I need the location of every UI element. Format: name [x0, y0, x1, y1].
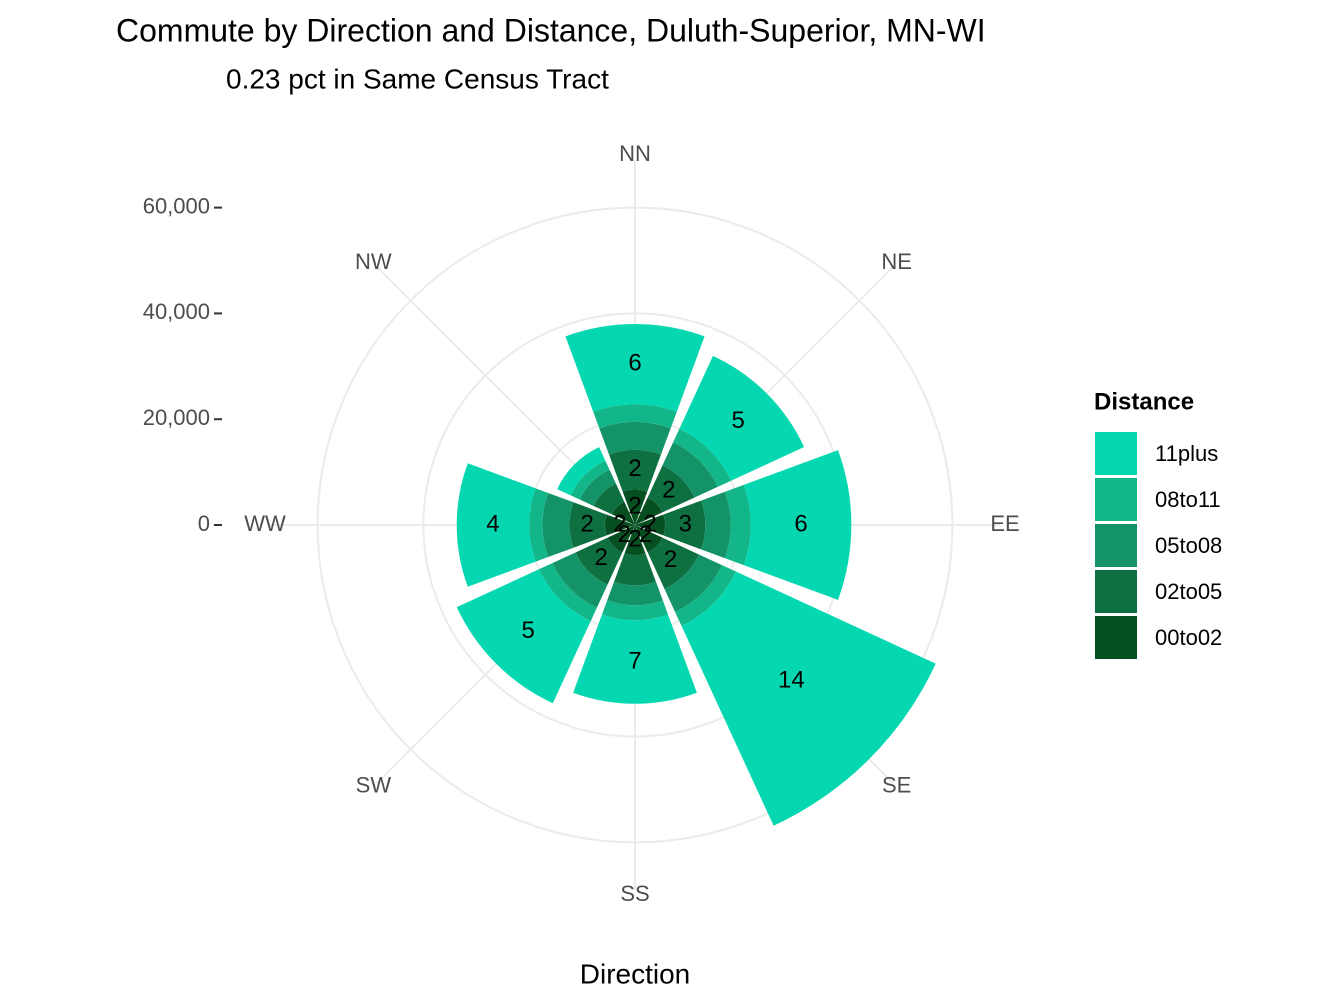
- legend-label: 00to02: [1155, 625, 1222, 650]
- x-tick-label: EE: [990, 511, 1019, 536]
- chart-title: Commute by Direction and Distance, Dulut…: [116, 12, 986, 48]
- wedge: [611, 501, 635, 525]
- data-label: 5: [522, 617, 535, 644]
- wedge: [529, 488, 549, 562]
- data-label: 2: [662, 476, 675, 503]
- data-label: 2: [639, 521, 652, 548]
- legend-label: 02to05: [1155, 579, 1222, 604]
- data-label: 3: [679, 510, 692, 537]
- wedge: [647, 465, 695, 513]
- data-label: 2: [618, 521, 631, 548]
- wedge: [565, 323, 705, 412]
- wedge: [579, 469, 616, 506]
- wedge: [573, 614, 697, 704]
- wedge: [624, 525, 646, 556]
- wedge: [607, 581, 663, 606]
- wedge: [593, 483, 625, 515]
- data-label: 6: [628, 350, 641, 377]
- x-axis-title: Direction: [580, 958, 690, 989]
- wedge: [593, 404, 677, 429]
- wedge: [538, 563, 597, 622]
- y-tick-label: 20,000: [143, 405, 210, 430]
- legend-key: [1095, 524, 1137, 567]
- legend-key: [1095, 570, 1137, 613]
- legend-key: [1095, 432, 1137, 475]
- data-label: 2: [628, 455, 641, 482]
- x-tick-label: NE: [881, 249, 912, 274]
- wedge: [575, 537, 623, 585]
- wedge: [635, 514, 666, 536]
- wedge: [701, 491, 731, 559]
- wedge: [622, 489, 648, 525]
- wedge: [614, 553, 656, 586]
- wedge: [570, 460, 610, 500]
- data-label: 6: [794, 510, 807, 537]
- legend-label: 11plus: [1155, 441, 1218, 466]
- chart-subtitle: 0.23 pct in Same Census Tract: [226, 63, 609, 94]
- data-label: 7: [628, 647, 641, 674]
- wedge: [662, 442, 718, 498]
- wedge: [635, 525, 663, 553]
- data-label: 2: [643, 510, 656, 537]
- wedge: [635, 497, 663, 525]
- x-tick-label: WW: [244, 511, 286, 536]
- wedge: [663, 500, 706, 550]
- data-label: 14: [778, 667, 805, 694]
- wedge: [456, 569, 591, 704]
- legend-label: 05to08: [1155, 533, 1222, 558]
- legend-key: [1095, 478, 1137, 521]
- wedge: [602, 600, 668, 621]
- y-tick-label: 0: [198, 511, 210, 536]
- wedge: [557, 447, 606, 496]
- data-label: 2: [628, 525, 641, 552]
- wedge: [647, 537, 699, 589]
- data-label: 2: [613, 510, 626, 537]
- wedge: [456, 463, 536, 587]
- wedge: [599, 421, 671, 455]
- x-tick-label: SE: [882, 772, 911, 797]
- legend-label: 08to11: [1155, 487, 1221, 512]
- legend-key: [1095, 616, 1137, 659]
- data-label: 4: [486, 510, 499, 537]
- wedge: [679, 355, 805, 481]
- wedge: [675, 565, 736, 626]
- x-tick-label: SS: [620, 881, 649, 906]
- x-tick-label: SW: [356, 772, 392, 797]
- data-label: 2: [580, 510, 593, 537]
- y-tick-label: 40,000: [143, 299, 210, 324]
- data-label: 2: [628, 493, 641, 520]
- data-label: 5: [732, 407, 745, 434]
- wedge: [609, 449, 661, 492]
- wedge: [552, 552, 608, 608]
- wedge: [569, 502, 607, 548]
- wedge: [542, 492, 574, 558]
- wedge: [673, 428, 732, 487]
- y-tick-label: 60,000: [143, 193, 210, 218]
- wedge: [743, 450, 852, 600]
- x-tick-label: NN: [619, 141, 651, 166]
- wedge: [724, 484, 751, 566]
- wedge: [604, 514, 635, 536]
- data-label: 2: [664, 546, 677, 573]
- legend-title: Distance: [1094, 388, 1194, 415]
- data-label: 2: [594, 544, 607, 571]
- wedge: [681, 571, 936, 826]
- x-tick-label: NW: [355, 249, 392, 274]
- wedge: [664, 554, 722, 612]
- wedge: [607, 525, 635, 553]
